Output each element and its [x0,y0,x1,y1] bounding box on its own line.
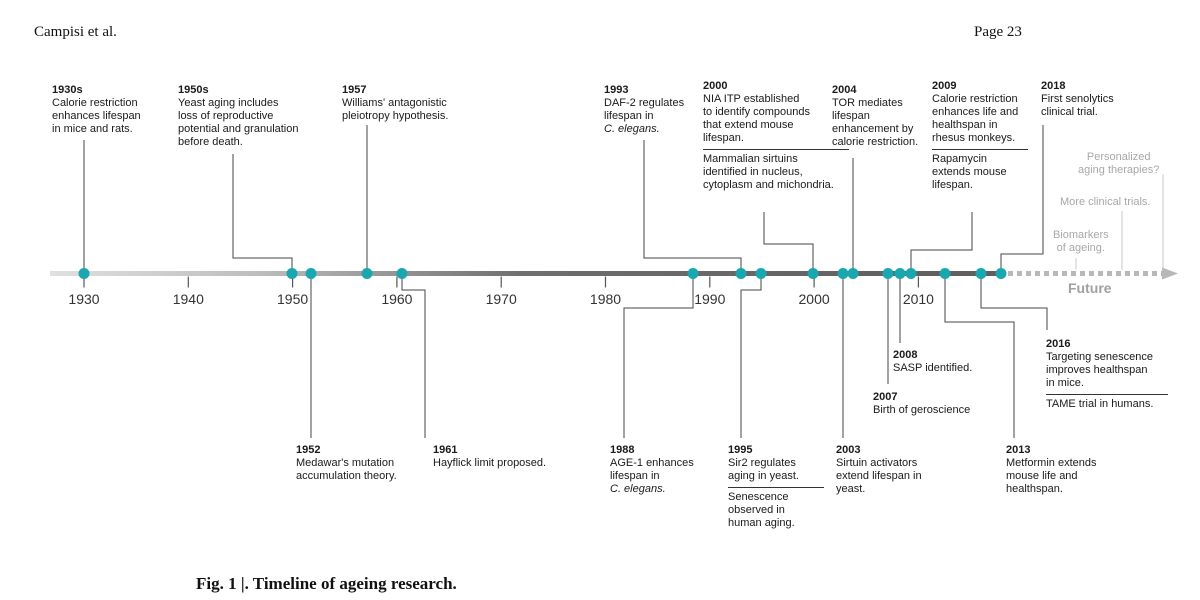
event-1961: 1961 Hayflick limit proposed. [433,444,547,469]
future-dash [1134,271,1139,276]
future-label: Future [1068,280,1112,296]
event-dot-1950s [286,268,298,279]
future-dash [1044,271,1049,276]
event-2007: 2007 Birth of geroscience [873,391,971,416]
event-1988: 1988 AGE-1 enhances lifespan in C. elegans… [610,444,694,495]
future-arrowhead [1162,267,1178,280]
event-2016: 2016 Targeting senescence improves health… [1046,338,1168,411]
event-dot-2000 [807,268,819,279]
future-dash [1062,271,1067,276]
future-arrow [1008,174,1178,280]
connector-1950s [232,154,293,274]
event-2003: 2003 Sirtuin activators extend lifespan i… [836,444,922,495]
figure-caption: Fig. 1 |. Timeline of ageing research. [196,574,457,593]
event-1950s: 1950s Yeast aging includes loss of reprod… [178,84,299,148]
event-dot-2003 [837,268,849,279]
connector-2018 [1000,125,1044,274]
event-dot-1961 [396,268,408,279]
event-dot-1995 [755,268,767,279]
tick-label-1950: 1950 [277,291,309,307]
event-dot-2004 [847,268,859,279]
future-dash [1035,271,1040,276]
event-dot-1988 [687,268,699,279]
event-1952: 1952 Medawar's mutation accumulation theo… [296,444,397,482]
future-dash [1017,271,1022,276]
event-2000: 2000 NIA ITP established to identify comp… [703,80,849,192]
future-dash [1080,271,1085,276]
event-2013: 2013 Metformin extends mouse life and hea… [1006,444,1097,495]
future-dash [1026,271,1031,276]
event-1993: 1993 DAF-2 regulates lifespan in C. elegan… [604,84,685,135]
event-dot-2007 [882,268,894,279]
event-dot-1993 [735,268,747,279]
future-personalized-therapies: Personalized aging therapies? [1078,151,1160,176]
connector-2000 [763,212,814,274]
event-dot-1957 [361,268,373,279]
future-more-clinical-trials: More clinical trials. [1060,196,1151,208]
running-header-author: Campisi et al. [34,24,117,40]
event-dot-2016 [975,268,987,279]
tick-label-1930: 1930 [68,291,100,307]
future-dash [1143,271,1148,276]
connector-lines [83,125,1048,438]
event-1930s: 1930s Calorie restriction enhances lifesp… [52,84,141,135]
future-dash [1107,271,1112,276]
tick-label-2010: 2010 [902,291,934,307]
event-dot-2009 [905,268,917,279]
future-dash [1053,271,1058,276]
future-biomarkers: Biomarkers of ageing. [1053,229,1109,254]
event-dot-2008 [894,268,906,279]
event-dot-2018 [995,268,1007,279]
connector-1961 [401,273,426,438]
future-dash [1098,271,1103,276]
event-1995: 1995 Sir2 regulates aging in yeast. Senesc… [728,444,824,530]
connector-1993 [643,140,742,274]
future-dash [1152,271,1157,276]
tick-label-1940: 1940 [172,291,204,307]
connector-1995 [740,273,762,438]
event-1957: 1957 Williams' antagonistic pleiotropy hy… [342,84,449,122]
timeline-axis [50,271,1000,276]
event-2008: 2008 SASP identified. [893,349,973,374]
tick-label-2000: 2000 [798,291,830,307]
event-dot-2013 [939,268,951,279]
future-dash [1089,271,1094,276]
connector-2013 [944,273,1015,438]
connector-2009 [910,212,973,274]
event-2004: 2004 TOR mediates lifespan enhancement by… [832,84,919,148]
event-dots [78,268,1007,279]
event-dot-1952 [305,268,317,279]
future-dash [1125,271,1130,276]
future-dash [1008,271,1013,276]
axis-ticks [83,276,920,288]
event-2018: 2018 First senolytics clinical trial. [1041,80,1114,118]
event-dot-1930s [78,268,90,279]
future-dash [1116,271,1121,276]
future-dash [1071,271,1076,276]
tick-label-1970: 1970 [485,291,517,307]
connector-2016 [980,273,1048,330]
page-number: Page 23 [974,24,1022,40]
event-2009: 2009 Calorie restriction enhances life an… [932,80,1028,192]
tick-label-1960: 1960 [381,291,413,307]
tick-label-1980: 1980 [589,291,622,307]
connector-1988 [623,273,694,438]
tick-label-1990: 1990 [694,291,726,307]
